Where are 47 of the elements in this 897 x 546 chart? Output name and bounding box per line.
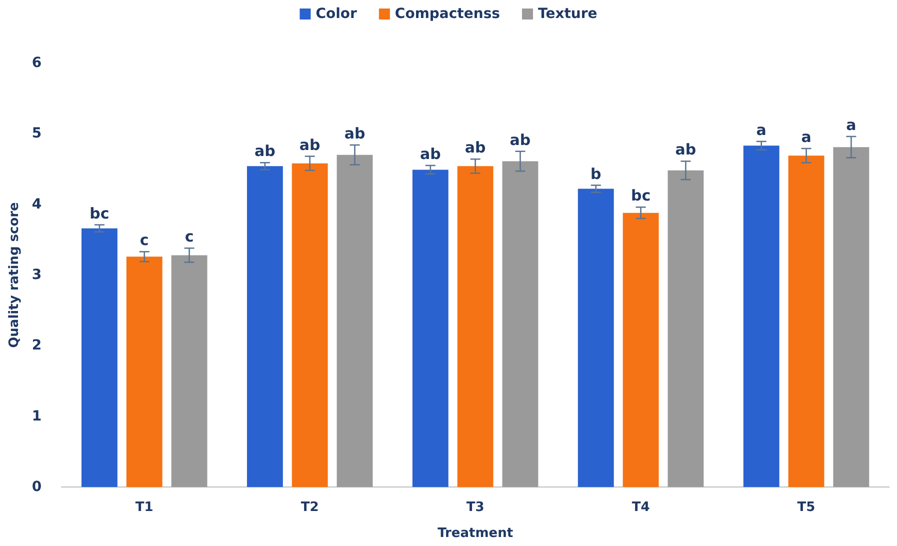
data-label: c xyxy=(140,231,149,250)
y-tick-label: 1 xyxy=(32,408,42,424)
legend-label: Color xyxy=(316,6,358,22)
bar xyxy=(82,228,118,487)
y-axis-title: Quality rating score xyxy=(7,202,22,348)
x-tick-label: T3 xyxy=(466,500,484,515)
data-label: a xyxy=(846,116,856,134)
data-label: ab xyxy=(464,138,486,157)
y-tick-label: 4 xyxy=(32,196,42,212)
bar xyxy=(743,146,780,487)
y-tick-label: 2 xyxy=(32,338,42,354)
data-label: ab xyxy=(420,144,442,163)
bar xyxy=(833,147,870,487)
x-tick-label: T4 xyxy=(632,500,650,515)
bar xyxy=(788,156,824,487)
bar xyxy=(502,161,538,487)
x-tick-label: T1 xyxy=(135,500,154,515)
data-label: ab xyxy=(344,124,366,142)
data-label: ab xyxy=(254,142,276,160)
bar xyxy=(336,154,373,487)
x-tick-label: T5 xyxy=(797,500,816,515)
data-label: ab xyxy=(675,140,696,159)
data-label: bc xyxy=(630,186,651,205)
y-tick-label: 0 xyxy=(32,479,42,495)
bar xyxy=(126,256,162,487)
bar xyxy=(622,212,659,487)
bar xyxy=(457,166,494,487)
y-tick-label: 5 xyxy=(32,126,42,142)
x-tick-label: T2 xyxy=(300,500,319,515)
y-tick-label: 6 xyxy=(32,55,42,71)
data-label: a xyxy=(801,128,812,146)
bar xyxy=(171,255,208,487)
data-label: c xyxy=(184,228,194,246)
bar xyxy=(246,166,283,487)
legend-label: Compactenss xyxy=(394,6,500,22)
y-tick-label: 3 xyxy=(32,267,42,283)
data-label: ab xyxy=(510,130,531,149)
x-axis-title: Treatment xyxy=(438,526,514,541)
data-label: a xyxy=(756,120,766,139)
data-label: ab xyxy=(299,136,321,154)
data-label: bc xyxy=(90,204,110,222)
bar xyxy=(668,170,704,487)
data-label: b xyxy=(590,164,602,183)
legend-label: Texture xyxy=(538,6,598,22)
bar xyxy=(292,163,328,487)
bar xyxy=(412,170,448,487)
bar xyxy=(578,188,614,487)
